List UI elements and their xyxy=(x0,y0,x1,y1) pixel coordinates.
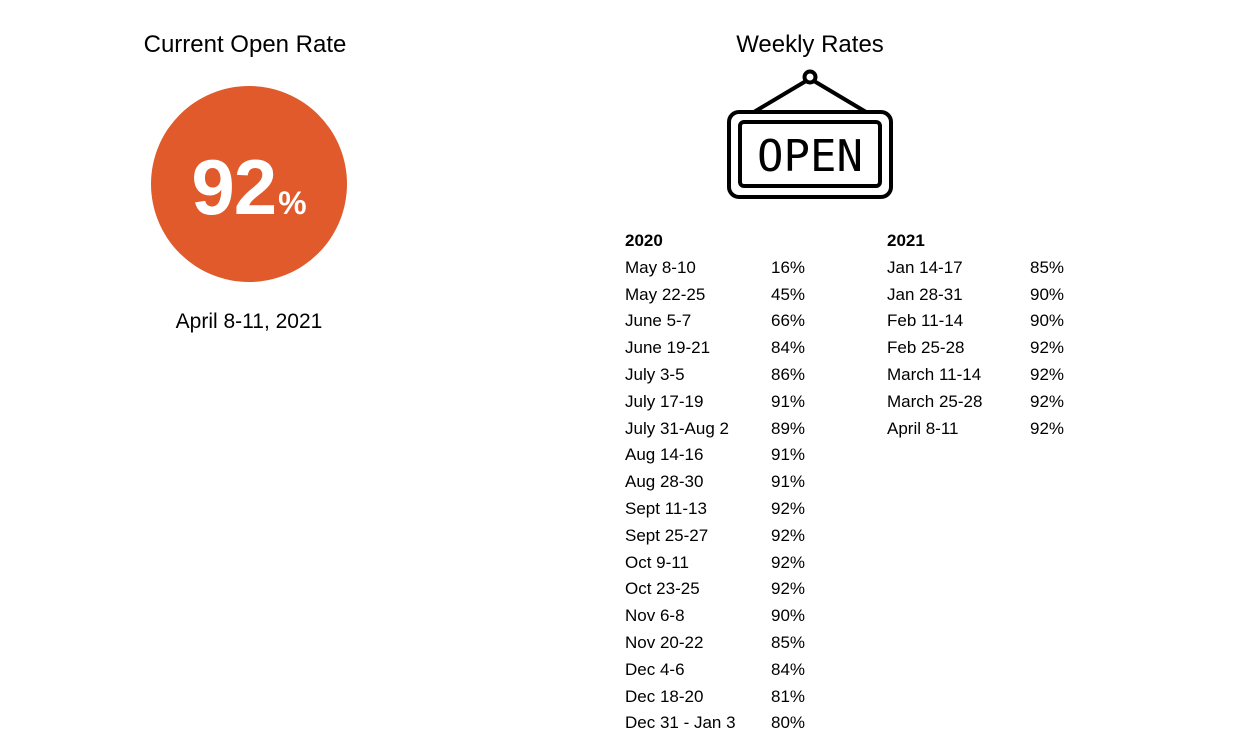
open-sign-icon: OPEN xyxy=(727,69,893,199)
rate-row: Nov 6-8 90% xyxy=(625,603,805,630)
rate-date-cell: Nov 6-8 xyxy=(625,606,685,626)
rate-date-cell: Dec 31 - Jan 3 xyxy=(625,713,736,733)
rate-percent-cell: 84% xyxy=(771,338,806,358)
rate-row: Oct 23-25 92% xyxy=(625,576,805,603)
open-rate-percent-sign: % xyxy=(278,185,307,221)
rate-row: July 31-Aug 2 89% xyxy=(625,416,805,443)
rate-date-cell: July 31-Aug 2 xyxy=(625,418,729,438)
rate-date-cell: Dec 18-20 xyxy=(625,686,704,706)
rate-percent-cell: 85% xyxy=(1030,257,1065,277)
rate-row: Feb 11-14 90% xyxy=(887,308,1064,335)
rate-percent-cell: 84% xyxy=(771,659,806,679)
rate-percent-cell: 92% xyxy=(771,498,806,518)
rate-row: Feb 25-28 92% xyxy=(887,335,1064,362)
rate-row: Sept 11-13 92% xyxy=(625,496,805,523)
rate-percent-cell: 80% xyxy=(771,713,806,733)
rate-percent-cell: 45% xyxy=(771,284,806,304)
current-open-rate-title: Current Open Rate xyxy=(143,31,347,58)
rate-row: June 5-7 66% xyxy=(625,308,805,335)
rate-row: Aug 14-16 91% xyxy=(625,442,805,469)
rate-percent-cell: 90% xyxy=(1030,284,1065,304)
rate-date-cell: June 5-7 xyxy=(625,311,692,331)
open-sign-text: OPEN xyxy=(757,131,863,182)
rate-date-cell: Aug 28-30 xyxy=(625,472,704,492)
rate-row: May 8-10 16% xyxy=(625,255,805,282)
rate-percent-cell: 92% xyxy=(1030,338,1065,358)
rate-percent-cell: 92% xyxy=(1030,418,1065,438)
open-rate-date: April 8-11, 2021 xyxy=(175,310,323,333)
rate-row: Dec 18-20 81% xyxy=(625,684,805,711)
open-rate-number: 92 xyxy=(191,143,277,231)
year-heading: 2021 xyxy=(887,231,925,250)
rate-date-cell: Dec 4-6 xyxy=(625,659,685,679)
rate-date-cell: Jan 28-31 xyxy=(887,284,963,304)
year-heading: 2020 xyxy=(625,231,663,250)
rate-row: May 22-25 45% xyxy=(625,282,805,309)
rate-percent-cell: 91% xyxy=(771,391,806,411)
rate-date-cell: Oct 23-25 xyxy=(625,579,700,599)
rate-date-cell: Feb 11-14 xyxy=(887,311,964,331)
rate-row: July 17-19 91% xyxy=(625,389,805,416)
rate-row: April 8-11 92% xyxy=(887,416,1064,443)
rate-row: Jan 14-17 85% xyxy=(887,255,1064,282)
rate-date-cell: March 25-28 xyxy=(887,391,983,411)
rate-percent-cell: 92% xyxy=(1030,364,1065,384)
rate-date-cell: May 8-10 xyxy=(625,257,696,277)
rate-percent-cell: 89% xyxy=(771,418,806,438)
rate-percent-cell: 92% xyxy=(771,579,806,599)
rate-row: Aug 28-30 91% xyxy=(625,469,805,496)
rate-percent-cell: 85% xyxy=(771,632,806,652)
weekly-rates-title: Weekly Rates xyxy=(736,31,884,58)
rate-row: Jan 28-31 90% xyxy=(887,282,1064,309)
rate-percent-cell: 91% xyxy=(771,472,806,492)
rate-date-cell: Nov 20-22 xyxy=(625,632,704,652)
rate-date-cell: Oct 9-11 xyxy=(625,552,689,572)
rate-date-cell: Sept 11-13 xyxy=(625,498,707,518)
rate-row: July 3-5 86% xyxy=(625,362,805,389)
rate-date-cell: Sept 25-27 xyxy=(625,525,709,545)
rate-row: Oct 9-11 92% xyxy=(625,550,805,577)
rate-percent-cell: 66% xyxy=(771,311,806,331)
rate-date-cell: Aug 14-16 xyxy=(625,445,704,465)
rates-column-2021: 2021 Jan 14-17 85% Jan 28-31 90% Feb 11-14 90… xyxy=(887,228,1064,443)
rate-date-cell: Feb 25-28 xyxy=(887,338,965,358)
rate-date-cell: Jan 14-17 xyxy=(887,257,963,277)
rate-row: Dec 4-6 84% xyxy=(625,657,805,684)
rate-date-cell: April 8-11 xyxy=(887,418,959,438)
rate-percent-cell: 92% xyxy=(771,525,806,545)
rate-date-cell: July 3-5 xyxy=(625,364,685,384)
rate-date-cell: March 11-14 xyxy=(887,364,982,384)
open-rate-value: 92% xyxy=(151,142,347,233)
rate-percent-cell: 90% xyxy=(771,606,806,626)
rate-percent-cell: 92% xyxy=(771,552,806,572)
rate-percent-cell: 92% xyxy=(1030,391,1065,411)
rate-row: Sept 25-27 92% xyxy=(625,523,805,550)
rate-percent-cell: 86% xyxy=(771,364,806,384)
rate-percent-cell: 81% xyxy=(771,686,806,706)
rate-percent-cell: 91% xyxy=(771,445,806,465)
rate-row: June 19-21 84% xyxy=(625,335,805,362)
rate-percent-cell: 90% xyxy=(1030,311,1065,331)
rate-row: March 11-14 92% xyxy=(887,362,1064,389)
rates-column-2020: 2020 May 8-10 16% May 22-25 45% June 5-7 66% J… xyxy=(625,228,805,737)
rate-date-cell: May 22-25 xyxy=(625,284,706,304)
open-rate-circle: 92% xyxy=(151,86,347,282)
rate-row: March 25-28 92% xyxy=(887,389,1064,416)
rate-row: Dec 31 - Jan 3 80% xyxy=(625,710,805,737)
rate-date-cell: July 17-19 xyxy=(625,391,704,411)
rate-date-cell: June 19-21 xyxy=(625,338,711,358)
rate-row: Nov 20-22 85% xyxy=(625,630,805,657)
rate-percent-cell: 16% xyxy=(771,257,806,277)
